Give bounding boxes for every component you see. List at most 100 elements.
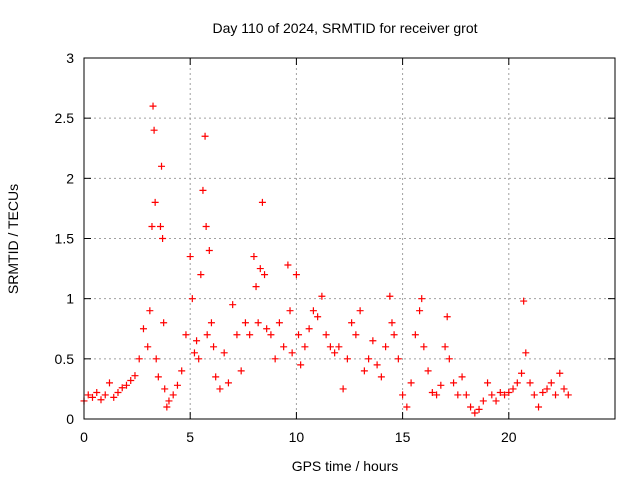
- data-point: [443, 313, 451, 321]
- data-point: [250, 253, 258, 261]
- data-point: [318, 292, 326, 300]
- data-point: [365, 355, 373, 363]
- data-point: [309, 307, 317, 315]
- data-point: [305, 325, 313, 333]
- data-point: [547, 379, 555, 387]
- data-point: [462, 391, 470, 399]
- data-point: [433, 391, 441, 399]
- x-tick-label: 5: [186, 429, 194, 445]
- data-point: [149, 102, 157, 110]
- data-point: [407, 379, 415, 387]
- data-point: [193, 337, 201, 345]
- data-point: [182, 331, 190, 339]
- data-point: [348, 319, 356, 327]
- data-point: [314, 313, 322, 321]
- data-point: [165, 397, 173, 405]
- y-tick-label: 2.5: [55, 110, 75, 126]
- data-point: [205, 247, 213, 255]
- data-point: [560, 385, 568, 393]
- data-point: [322, 331, 330, 339]
- data-point: [286, 307, 294, 315]
- data-point: [390, 331, 398, 339]
- data-point: [190, 349, 198, 357]
- data-point: [212, 373, 220, 381]
- data-point: [156, 222, 164, 230]
- data-point: [158, 162, 166, 170]
- data-point: [114, 389, 122, 397]
- data-point: [188, 295, 196, 303]
- data-point: [280, 343, 288, 351]
- data-point: [479, 397, 487, 405]
- data-point: [352, 331, 360, 339]
- data-point: [445, 355, 453, 363]
- data-point: [416, 307, 424, 315]
- x-axis-label: GPS time / hours: [292, 458, 399, 474]
- data-point: [210, 343, 218, 351]
- data-point: [292, 271, 300, 279]
- data-point: [420, 343, 428, 351]
- y-tick-label: 3: [66, 50, 74, 66]
- data-point: [195, 355, 203, 363]
- data-point: [526, 379, 534, 387]
- y-tick-label: 1: [66, 291, 74, 307]
- y-tick-label: 2: [66, 170, 74, 186]
- data-point: [237, 367, 245, 375]
- data-point: [492, 397, 500, 405]
- data-point: [339, 385, 347, 393]
- data-point: [373, 361, 381, 369]
- data-point: [135, 355, 143, 363]
- data-point: [275, 319, 283, 327]
- data-point: [488, 391, 496, 399]
- data-point: [388, 319, 396, 327]
- data-point: [263, 325, 271, 333]
- data-point: [197, 271, 205, 279]
- data-point: [386, 292, 394, 300]
- data-point: [556, 369, 564, 377]
- x-tick-label: 0: [80, 429, 88, 445]
- data-point: [88, 393, 96, 401]
- data-point: [552, 391, 560, 399]
- data-point: [475, 405, 483, 413]
- data-point: [513, 379, 521, 387]
- data-point: [122, 381, 130, 389]
- data-point: [501, 391, 509, 399]
- data-point: [105, 379, 113, 387]
- data-point: [288, 349, 296, 357]
- data-point: [139, 325, 147, 333]
- data-point: [411, 331, 419, 339]
- data-point: [256, 265, 264, 273]
- data-point: [471, 409, 479, 417]
- data-point: [110, 393, 118, 401]
- data-point: [267, 331, 275, 339]
- data-point: [505, 389, 513, 397]
- data-point: [356, 307, 364, 315]
- data-point: [160, 319, 168, 327]
- data-point: [539, 389, 547, 397]
- data-point: [543, 385, 551, 393]
- x-tick-label: 15: [395, 429, 411, 445]
- data-point: [203, 331, 211, 339]
- y-tick-label: 1.5: [55, 231, 75, 247]
- data-point: [377, 373, 385, 381]
- data-point: [343, 355, 351, 363]
- data-point: [233, 331, 241, 339]
- data-point: [261, 271, 269, 279]
- data-point: [403, 403, 411, 411]
- data-point: [84, 391, 92, 399]
- y-tick-label: 0: [66, 411, 74, 427]
- data-point: [101, 391, 109, 399]
- data-points: [80, 102, 572, 417]
- data-point: [297, 361, 305, 369]
- data-point: [454, 391, 462, 399]
- data-point: [335, 343, 343, 351]
- data-point: [441, 343, 449, 351]
- data-point: [295, 331, 303, 339]
- data-point: [152, 355, 160, 363]
- y-axis-label: SRMTID / TECUs: [5, 184, 21, 294]
- data-point: [509, 385, 517, 393]
- data-point: [148, 222, 156, 230]
- data-point: [369, 337, 377, 345]
- data-point: [173, 381, 181, 389]
